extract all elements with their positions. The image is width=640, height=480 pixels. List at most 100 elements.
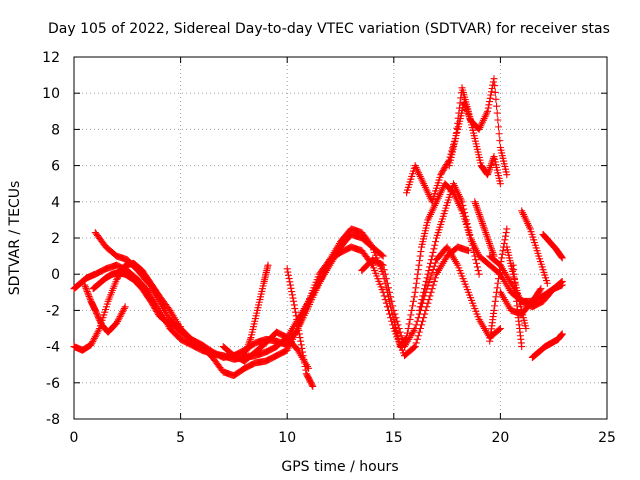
y-axis-label: SDTVAR / TECUs <box>7 181 23 296</box>
data-point <box>472 256 480 264</box>
data-point <box>382 275 390 283</box>
data-point <box>495 270 503 278</box>
data-point <box>285 275 293 283</box>
data-point <box>89 338 97 346</box>
data-point <box>422 277 430 285</box>
data-point <box>414 314 422 322</box>
data-point <box>429 265 437 273</box>
data-point <box>417 299 425 307</box>
data-point <box>120 304 128 312</box>
data-point <box>418 296 426 304</box>
data-point <box>424 270 432 278</box>
data-point <box>92 308 100 316</box>
series-track-3 <box>91 225 387 361</box>
data-point <box>503 225 511 233</box>
data-point <box>300 359 308 367</box>
data-point <box>381 296 389 304</box>
data-point <box>302 366 310 374</box>
data-point <box>383 279 391 287</box>
data-point <box>496 180 504 188</box>
data-point <box>558 254 566 262</box>
data-point <box>412 321 420 329</box>
data-point <box>489 78 497 86</box>
data-point <box>460 205 468 213</box>
data-point <box>152 306 160 314</box>
data-point <box>93 311 101 319</box>
data-point <box>409 302 417 310</box>
data-point <box>85 292 93 300</box>
y-tick-label: -8 <box>46 412 60 428</box>
data-point <box>406 315 414 323</box>
data-point <box>410 293 418 301</box>
data-point <box>415 261 423 269</box>
data-point <box>456 99 464 107</box>
y-tick-label: 2 <box>51 231 60 247</box>
data-point <box>411 288 419 296</box>
data-point <box>299 352 307 360</box>
series-track-8 <box>283 265 317 390</box>
data-point <box>404 325 412 332</box>
series-track-18 <box>503 243 530 332</box>
series-track-19 <box>471 198 498 260</box>
data-point <box>492 95 500 103</box>
data-point <box>113 276 121 284</box>
data-point <box>464 223 472 231</box>
x-tick-label: 5 <box>176 430 185 446</box>
data-point <box>420 288 428 296</box>
data-point <box>409 297 417 305</box>
data-point <box>493 288 501 296</box>
data-point <box>301 363 309 371</box>
data-point <box>498 250 506 258</box>
data-point <box>384 284 392 292</box>
data-point <box>558 330 566 338</box>
data-point <box>497 258 505 266</box>
x-tick-label: 20 <box>491 430 509 446</box>
data-point <box>147 297 155 305</box>
data-point <box>290 297 298 305</box>
x-tick-label: 15 <box>385 430 403 446</box>
data-point <box>387 293 395 301</box>
data-point <box>379 288 387 296</box>
data-point <box>388 297 396 305</box>
data-point <box>467 238 475 246</box>
data-point <box>473 263 481 271</box>
data-point <box>288 291 296 299</box>
data-point <box>90 334 98 342</box>
data-point <box>484 104 492 112</box>
data-point <box>297 341 305 349</box>
data-point <box>393 317 401 325</box>
data-point <box>287 284 295 292</box>
data-point <box>379 261 387 269</box>
data-point <box>148 300 156 308</box>
data-point <box>290 301 298 309</box>
data-point <box>417 248 425 256</box>
data-point <box>490 75 498 83</box>
data-point <box>389 302 397 310</box>
data-point <box>411 325 419 332</box>
data-point <box>397 332 405 340</box>
data-point <box>415 306 423 314</box>
data-point <box>486 98 494 106</box>
y-tick-label: 6 <box>51 159 60 175</box>
data-point <box>396 328 404 336</box>
data-point <box>499 247 507 255</box>
data-point <box>119 306 127 314</box>
data-point <box>496 261 504 269</box>
data-point <box>87 341 95 349</box>
data-point <box>82 284 90 292</box>
data-point <box>426 263 434 271</box>
data-point <box>83 286 91 294</box>
data-point <box>493 102 501 110</box>
data-point <box>381 270 389 278</box>
data-point <box>461 212 469 220</box>
data-point <box>81 281 89 289</box>
data-point <box>462 216 470 224</box>
data-point <box>380 266 388 274</box>
data-point <box>494 123 502 131</box>
data-point <box>469 245 477 253</box>
data-point <box>295 330 303 338</box>
data-point <box>485 101 493 109</box>
data-point <box>537 285 545 293</box>
data-point <box>426 259 434 267</box>
